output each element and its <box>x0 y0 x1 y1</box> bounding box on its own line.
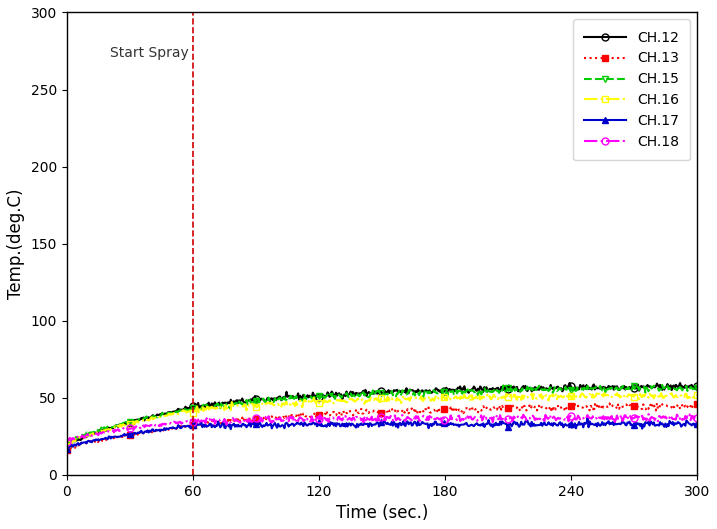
CH.16 <box>484 395 493 401</box>
CH.18 <box>434 415 442 422</box>
CH.16 <box>538 396 546 402</box>
CH.18 <box>174 421 182 427</box>
CH.16 <box>63 441 72 448</box>
CH.12 <box>537 384 546 390</box>
CH.17 <box>174 422 182 428</box>
CH.18 <box>693 415 701 422</box>
CH.13 <box>484 404 493 411</box>
CH.17 <box>483 421 492 427</box>
CH.12 <box>565 380 574 386</box>
CH.16 <box>225 402 234 408</box>
CH.17 <box>62 446 71 452</box>
CH.13 <box>63 447 72 453</box>
CH.13 <box>225 414 234 421</box>
CH.15 <box>537 386 546 393</box>
CH.17 <box>537 419 546 426</box>
CH.13 <box>62 446 71 453</box>
Line: CH.17: CH.17 <box>67 418 697 449</box>
CH.18 <box>537 417 546 423</box>
Line: CH.13: CH.13 <box>67 403 697 450</box>
Line: CH.12: CH.12 <box>67 383 697 446</box>
Legend: CH.12, CH.13, CH.15, CH.16, CH.17, CH.18: CH.12, CH.13, CH.15, CH.16, CH.17, CH.18 <box>573 20 690 160</box>
CH.18 <box>644 411 652 417</box>
CH.12 <box>348 393 356 399</box>
CH.17 <box>693 421 701 427</box>
CH.17 <box>348 421 356 427</box>
CH.17 <box>434 421 442 427</box>
CH.18 <box>483 414 492 421</box>
CH.18 <box>224 418 233 425</box>
CH.12 <box>693 382 701 389</box>
Line: CH.18: CH.18 <box>67 414 697 442</box>
CH.16 <box>594 388 602 395</box>
CH.16 <box>62 441 71 447</box>
CH.12 <box>224 399 233 406</box>
CH.15 <box>483 388 492 394</box>
CH.13 <box>435 407 443 413</box>
CH.18 <box>348 417 356 424</box>
CH.15 <box>693 385 701 391</box>
CH.13 <box>657 400 665 406</box>
CH.13 <box>175 423 184 429</box>
CH.16 <box>175 411 184 417</box>
X-axis label: Time (sec.): Time (sec.) <box>336 504 428 522</box>
CH.16 <box>348 397 357 404</box>
CH.12 <box>62 443 71 450</box>
Text: Start Spray: Start Spray <box>110 47 189 60</box>
CH.15 <box>434 390 442 396</box>
CH.13 <box>348 412 357 418</box>
CH.13 <box>693 401 701 407</box>
CH.15 <box>224 402 233 408</box>
CH.16 <box>693 392 701 398</box>
CH.17 <box>224 423 233 430</box>
CH.15 <box>174 408 182 415</box>
CH.17 <box>583 415 592 421</box>
CH.12 <box>483 388 492 395</box>
Line: CH.15: CH.15 <box>67 385 697 444</box>
Y-axis label: Temp.(deg.C): Temp.(deg.C) <box>7 188 25 299</box>
Line: CH.16: CH.16 <box>67 391 697 444</box>
CH.15 <box>348 393 356 399</box>
CH.12 <box>174 406 182 412</box>
CH.13 <box>538 404 546 411</box>
CH.16 <box>435 397 443 403</box>
CH.12 <box>434 387 442 394</box>
CH.15 <box>658 382 667 388</box>
CH.18 <box>62 439 71 445</box>
CH.15 <box>62 441 71 447</box>
